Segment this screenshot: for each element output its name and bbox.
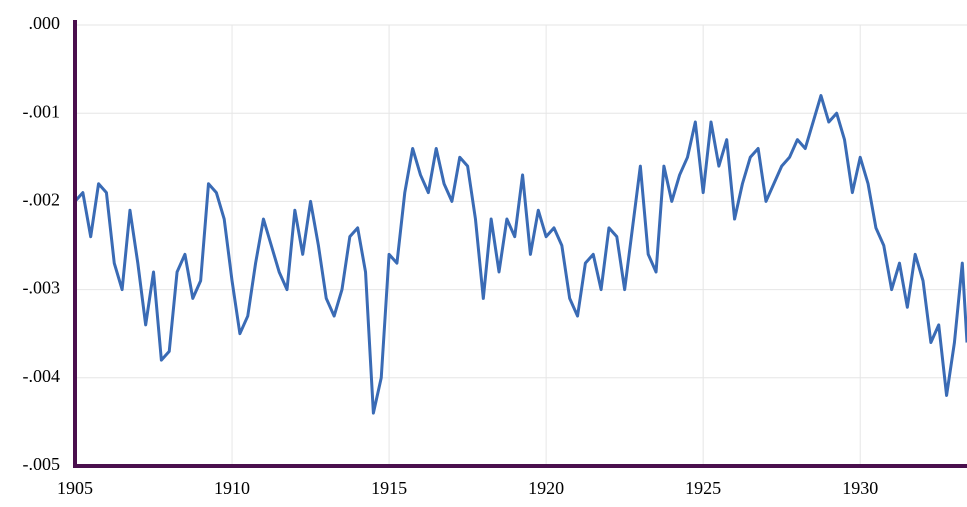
y-tick-label: -.004 (23, 366, 61, 386)
x-tick-label: 1910 (214, 478, 250, 498)
x-tick-label: 1930 (842, 478, 878, 498)
x-tick-label: 1925 (685, 478, 721, 498)
y-tick-label: -.002 (23, 190, 61, 210)
data-line (73, 94, 967, 415)
x-tick-label: 1905 (57, 478, 93, 498)
x-tick-label: 1920 (528, 478, 564, 498)
y-tick-label: -.005 (23, 454, 61, 474)
y-tick-label: .000 (29, 13, 61, 33)
y-tick-label: -.001 (23, 101, 61, 121)
y-tick-label: -.003 (23, 278, 61, 298)
x-tick-label: 1915 (371, 478, 407, 498)
